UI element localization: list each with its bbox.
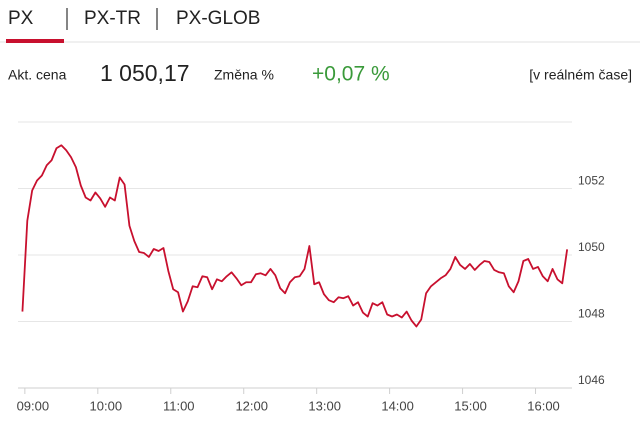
- change-label: Změna %: [214, 67, 274, 83]
- price-label: Akt. cena: [8, 67, 67, 83]
- tab[interactable]: PX: [8, 8, 34, 29]
- x-tick-label: 13:00: [308, 398, 341, 413]
- x-tick-label: 14:00: [381, 398, 414, 413]
- y-tick-label: 1050: [578, 240, 605, 254]
- x-tick-label: 12:00: [235, 398, 268, 413]
- tab[interactable]: PX-GLOB: [176, 8, 260, 29]
- y-tick-label: 1046: [578, 373, 605, 387]
- x-tick-label: 16:00: [527, 398, 560, 413]
- x-tick-label: 15:00: [454, 398, 487, 413]
- x-tick-label: 09:00: [17, 398, 50, 413]
- y-tick-label: 1052: [578, 174, 605, 188]
- x-tick-label: 11:00: [163, 398, 195, 413]
- price: 1 050,17: [100, 60, 190, 86]
- tab[interactable]: PX-TR: [84, 8, 141, 29]
- change: +0,07 %: [312, 63, 390, 86]
- active-tab-indicator: [6, 39, 64, 43]
- y-tick-label: 1048: [578, 307, 605, 321]
- price-line: [21, 144, 569, 328]
- realtime-note: [v reálném čase]: [529, 67, 632, 83]
- x-tick-label: 10:00: [90, 398, 123, 413]
